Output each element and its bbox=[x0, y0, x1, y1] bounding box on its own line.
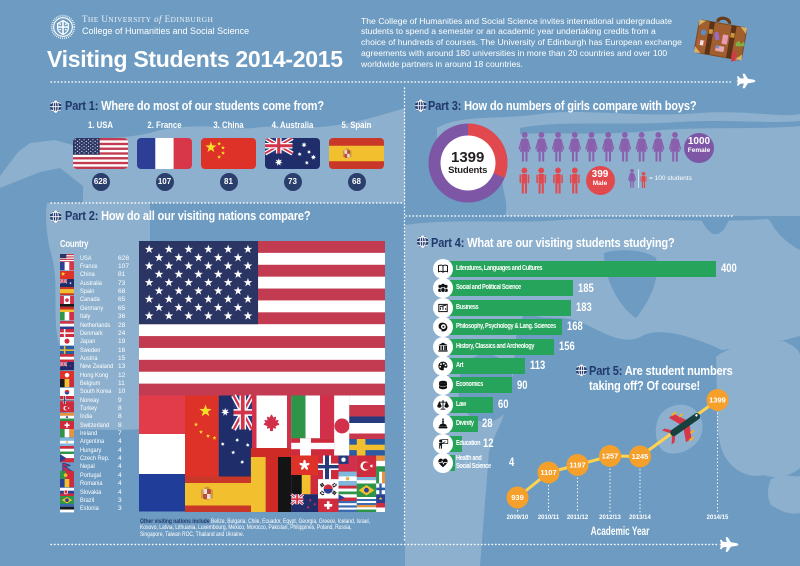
svg-text:1257: 1257 bbox=[602, 452, 619, 461]
svg-text:1245: 1245 bbox=[632, 452, 649, 461]
svg-text:939: 939 bbox=[511, 493, 524, 502]
svg-text:1399: 1399 bbox=[709, 396, 726, 405]
svg-text:1197: 1197 bbox=[569, 461, 585, 470]
svg-text:1107: 1107 bbox=[540, 468, 556, 477]
